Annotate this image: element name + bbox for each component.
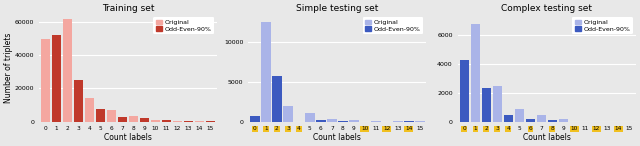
Bar	[327, 119, 337, 122]
Bar	[151, 120, 160, 122]
Title: Simple testing set: Simple testing set	[296, 4, 379, 13]
Title: Training set: Training set	[102, 4, 154, 13]
Bar	[504, 115, 513, 122]
Bar	[338, 121, 348, 122]
Bar	[195, 121, 204, 122]
Bar	[41, 39, 50, 122]
Bar	[206, 121, 215, 122]
Bar	[250, 116, 260, 122]
Bar	[371, 121, 381, 122]
Bar	[316, 120, 326, 122]
Bar	[140, 118, 149, 122]
Bar	[261, 22, 271, 122]
Bar	[525, 119, 535, 122]
Bar	[349, 120, 358, 122]
Bar	[52, 35, 61, 122]
Bar	[184, 121, 193, 122]
Legend: Original, Odd-Even-90%: Original, Odd-Even-90%	[154, 17, 214, 34]
Bar	[107, 110, 116, 122]
Y-axis label: Number of triplets: Number of triplets	[4, 33, 13, 103]
Bar	[173, 121, 182, 122]
Bar	[470, 24, 480, 122]
Bar	[404, 121, 413, 122]
Bar	[559, 119, 568, 122]
Bar	[305, 113, 314, 122]
X-axis label: Count labels: Count labels	[104, 133, 152, 142]
Bar	[548, 120, 557, 122]
Bar	[272, 76, 282, 122]
Bar	[460, 60, 469, 122]
Bar	[536, 115, 546, 122]
Bar	[129, 116, 138, 122]
Bar	[284, 106, 292, 122]
Bar	[493, 86, 502, 122]
Bar	[118, 117, 127, 122]
X-axis label: Count labels: Count labels	[523, 133, 571, 142]
Bar	[481, 88, 491, 122]
Bar	[515, 109, 524, 122]
Legend: Original, Odd-Even-90%: Original, Odd-Even-90%	[572, 17, 633, 34]
Bar	[63, 19, 72, 122]
Legend: Original, Odd-Even-90%: Original, Odd-Even-90%	[363, 17, 423, 34]
Bar	[96, 109, 105, 122]
Bar	[85, 98, 94, 122]
Bar	[415, 121, 424, 122]
Bar	[393, 121, 403, 122]
X-axis label: Count labels: Count labels	[314, 133, 362, 142]
Bar	[162, 120, 171, 122]
Bar	[74, 80, 83, 122]
Title: Complex testing set: Complex testing set	[501, 4, 592, 13]
